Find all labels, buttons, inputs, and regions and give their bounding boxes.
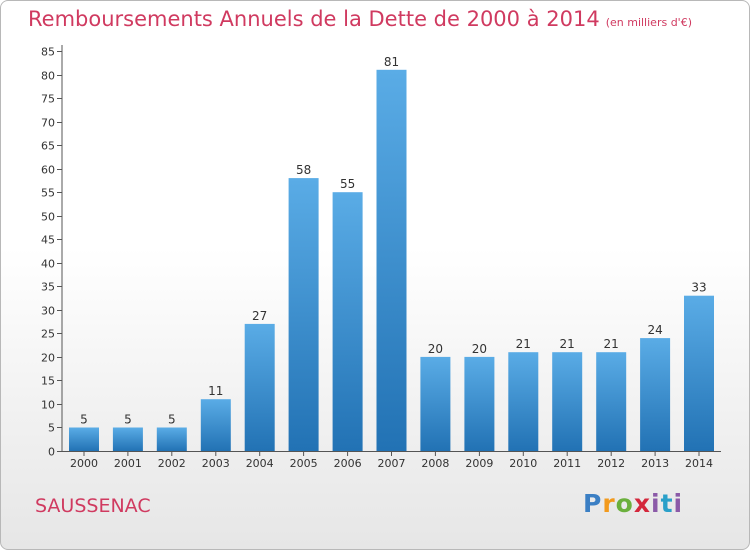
bar xyxy=(288,178,319,451)
x-tick-label: 2014 xyxy=(685,457,713,470)
bar xyxy=(684,295,714,451)
x-tick-label: 2005 xyxy=(290,457,318,470)
x-tick-label: 2006 xyxy=(334,457,362,470)
bar-value-label: 81 xyxy=(384,55,399,69)
y-tick-label: 80 xyxy=(41,70,55,83)
y-tick-label: 35 xyxy=(41,281,55,294)
bar-value-label: 5 xyxy=(168,413,176,427)
bar xyxy=(464,356,495,451)
bar-value-label: 21 xyxy=(604,337,619,351)
chart-unit: (en milliers d'€) xyxy=(605,16,692,29)
x-tick-label: 2004 xyxy=(246,457,274,470)
y-tick-label: 30 xyxy=(41,305,55,318)
bar-value-label: 27 xyxy=(252,309,267,323)
bar-value-label: 11 xyxy=(208,384,223,398)
bar xyxy=(596,352,627,451)
bar xyxy=(244,323,275,451)
bar xyxy=(69,427,99,451)
x-tick-label: 2007 xyxy=(378,457,406,470)
bar-value-label: 5 xyxy=(80,413,88,427)
x-tick-label: 2011 xyxy=(553,457,581,470)
bar-value-label: 55 xyxy=(340,177,355,191)
y-tick-label: 15 xyxy=(41,375,55,388)
bar-value-label: 33 xyxy=(691,281,706,295)
x-tick-label: 2009 xyxy=(465,457,493,470)
bar xyxy=(200,399,231,451)
y-tick-label: 85 xyxy=(41,46,55,59)
proxiti-logo[interactable]: Proxiti xyxy=(583,489,684,518)
x-tick-label: 2008 xyxy=(421,457,449,470)
bar-value-label: 21 xyxy=(516,337,531,351)
x-tick-label: 2013 xyxy=(641,457,669,470)
y-tick-label: 65 xyxy=(41,140,55,153)
bar xyxy=(376,69,407,452)
y-tick-label: 55 xyxy=(41,187,55,200)
chart-title: Remboursements Annuels de la Dette de 20… xyxy=(28,7,692,31)
bar-value-label: 20 xyxy=(472,342,487,356)
bar xyxy=(156,427,187,451)
bar-value-label: 20 xyxy=(428,342,443,356)
x-tick-label: 2012 xyxy=(597,457,625,470)
bar xyxy=(552,352,583,451)
y-tick-label: 5 xyxy=(48,422,55,435)
y-tick-label: 50 xyxy=(41,211,55,224)
y-tick-label: 20 xyxy=(41,352,55,365)
y-tick-label: 25 xyxy=(41,328,55,341)
y-tick-label: 45 xyxy=(41,234,55,247)
x-tick-label: 2003 xyxy=(202,457,230,470)
bar xyxy=(112,427,143,451)
bar-value-label: 21 xyxy=(560,337,575,351)
bar xyxy=(508,352,539,451)
y-tick-label: 10 xyxy=(41,399,55,412)
y-tick-label: 0 xyxy=(48,446,55,459)
bar-value-label: 5 xyxy=(124,413,132,427)
bar xyxy=(420,356,451,451)
bar-value-label: 58 xyxy=(296,163,311,177)
x-tick-label: 2000 xyxy=(70,457,98,470)
bar xyxy=(640,338,671,451)
bar-value-label: 24 xyxy=(647,323,662,337)
commune-name: SAUSSENAC xyxy=(35,495,151,517)
y-tick-label: 75 xyxy=(41,93,55,106)
x-tick-label: 2001 xyxy=(114,457,142,470)
y-tick-label: 70 xyxy=(41,117,55,130)
chart-title-text: Remboursements Annuels de la Dette de 20… xyxy=(28,7,600,31)
y-tick-label: 60 xyxy=(41,164,55,177)
x-tick-label: 2002 xyxy=(158,457,186,470)
x-tick-label: 2010 xyxy=(509,457,537,470)
bar xyxy=(332,192,363,451)
y-tick-label: 40 xyxy=(41,258,55,271)
